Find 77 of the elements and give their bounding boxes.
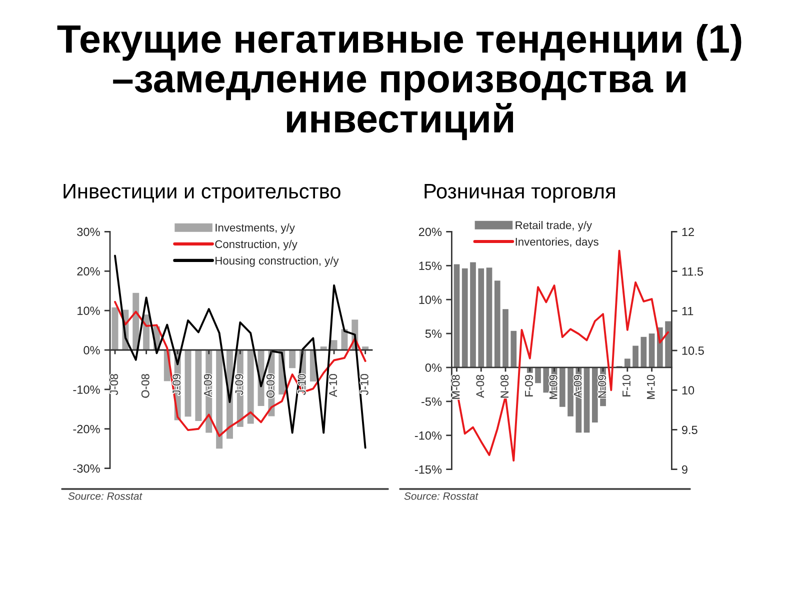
bar [568,367,574,416]
y-tick-label: 20% [418,228,442,236]
y-tick-label: 0% [425,364,442,372]
bar [559,367,566,407]
source-note: Source: Rosstat [404,492,478,500]
y2-tick-label: 9.5 [682,426,698,434]
bar [454,264,460,368]
y-tick-label: -10% [414,431,442,440]
x-tick-label: F-10 [622,374,630,396]
bar [592,367,598,422]
bar [632,346,638,368]
x-tick-label: J-10 [298,374,306,396]
y2-tick-label: 10 [682,386,694,394]
y-tick-label: -5% [422,398,442,406]
bar [665,321,671,368]
y-tick-label: 30% [77,228,100,236]
x-tick-label: A-08 [476,374,484,398]
chart-subtitle: Розничная торговля [424,184,615,203]
x-tick-label: O-08 [141,374,150,398]
x-tick-label: J-10 [360,374,368,396]
legend-label: Construction, y/y [215,240,298,250]
bar [640,336,647,368]
x-tick-label: M-09 [549,374,558,399]
bar [112,307,118,350]
bar [247,350,254,424]
legend-label: Investments, y/y [216,223,295,234]
x-tick-label: J-08 [110,374,118,396]
x-tick-label: J-09 [235,374,244,396]
y-tick-label: -10% [73,385,100,394]
bar [184,350,192,417]
y-tick-label: 0% [84,346,100,354]
bar [648,334,655,368]
y2-tick-label: 10.5 [682,346,704,355]
bar [486,268,492,368]
x-tick-label: J-09 [172,374,181,396]
bar [330,340,338,350]
x-tick-label: M-10 [646,374,655,399]
y2-tick-label: 11.5 [682,267,704,276]
bar [510,330,517,368]
bar [478,268,484,368]
legend-label: Housing construction, y/y [216,256,339,267]
bar [494,280,500,368]
bar [462,268,468,368]
bar [195,350,202,421]
x-tick-label: O-09 [266,374,274,398]
legend-label: Retail trade, y/y [516,220,592,232]
y2-tick-label: 12 [682,228,694,236]
y-tick-label: 10% [419,296,442,304]
y-tick-label: 15% [419,262,442,270]
y-tick-label: -30% [73,464,100,473]
x-tick-label: A-09 [204,374,212,398]
chart-subtitle: Инвестиции и строительство [64,184,340,203]
bar [502,309,508,368]
x-tick-label: M-08 [452,374,460,399]
y2-tick-label: 11 [682,307,694,316]
y-tick-label: -20% [73,424,100,434]
x-tick-label: F-09 [524,374,533,396]
legend-label: Inventories, days [516,238,598,248]
y2-tick-label: 9 [682,465,688,474]
y-tick-label: 10% [78,306,100,315]
y-tick-label: 5% [425,330,442,338]
bar [289,350,296,368]
y-tick-label: -15% [414,465,442,474]
chart-title: Текущие негативные тенденции (1) –замедление производства и инвестиций [57,24,742,140]
x-tick-label: N-08 [500,374,508,398]
source-note: Source: Rosstat [68,492,142,500]
bar [624,358,630,368]
bar [543,367,550,393]
x-tick-label: A-09 [574,374,582,398]
bar [470,262,476,368]
y-tick-label: 20% [77,267,100,276]
bar [341,329,348,350]
bar [584,367,590,433]
bar [535,367,541,384]
bar [216,350,223,449]
x-tick-label: N-09 [598,374,606,398]
x-tick-label: A-10 [329,374,338,398]
